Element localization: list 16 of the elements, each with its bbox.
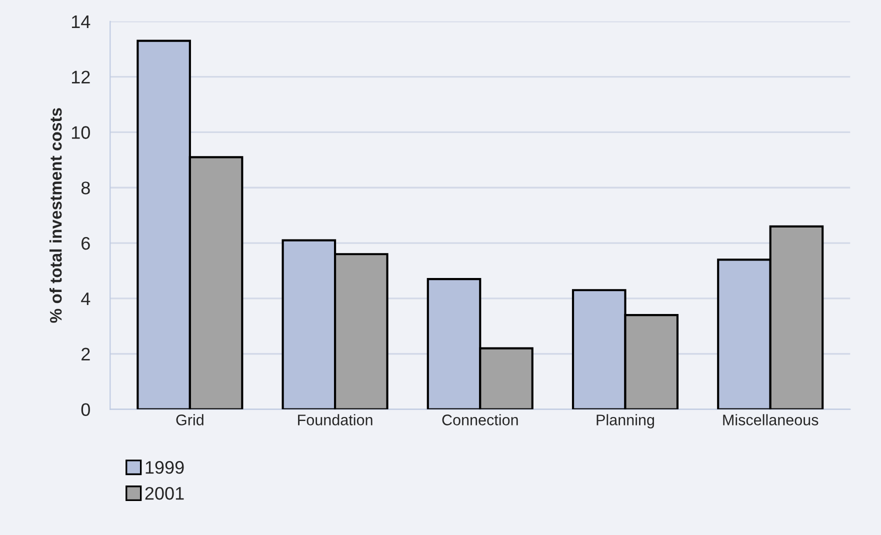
y-tick-label: 14	[72, 16, 90, 28]
y-tick-label: 8	[81, 182, 90, 194]
x-tick-label: Planning	[596, 414, 654, 428]
y-tick-label: 2	[82, 348, 90, 360]
legend-label: 2001	[145, 486, 184, 500]
y-tick-label: 12	[72, 70, 90, 84]
x-tick-label: Grid	[176, 414, 204, 426]
legend-label: 1999	[146, 461, 184, 474]
x-tick-label: Connection	[442, 414, 518, 426]
y-axis-title: % of total investment costs	[50, 108, 62, 323]
y-tick-label: 6	[82, 236, 90, 250]
y-tick-label: 0	[81, 403, 90, 416]
x-tick-label: Miscellaneous	[723, 414, 818, 426]
y-tick-label: 4	[81, 292, 90, 305]
y-tick-label: 10	[72, 126, 90, 139]
x-tick-label: Foundation	[298, 414, 372, 426]
